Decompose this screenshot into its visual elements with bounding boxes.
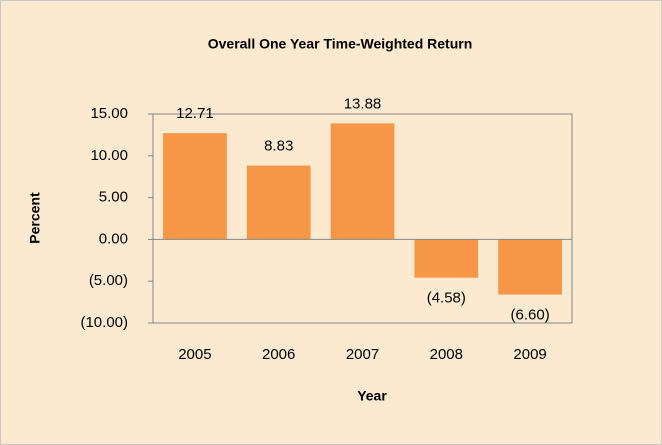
bar	[330, 123, 395, 240]
value-label: (4.58)	[427, 290, 466, 307]
bar	[163, 133, 227, 240]
value-label: (6.60)	[511, 307, 550, 324]
y-tick-label: (5.00)	[89, 272, 128, 289]
x-tick-label: 2007	[346, 346, 379, 363]
value-label: 12.71	[176, 105, 214, 122]
y-axis-label: Percent	[27, 192, 43, 244]
bar	[246, 165, 311, 240]
chart-title: Overall One Year Time-Weighted Return	[208, 36, 473, 52]
y-tick-label: 10.00	[90, 147, 128, 164]
value-label: 13.88	[344, 95, 382, 112]
bar	[498, 239, 562, 295]
value-label: 8.83	[264, 138, 293, 155]
x-tick-label: 2005	[178, 346, 211, 363]
x-tick-label: 2006	[262, 346, 295, 363]
x-tick-label: 2008	[430, 346, 463, 363]
y-tick-label: 0.00	[99, 230, 128, 247]
y-tick-label: 5.00	[99, 189, 128, 206]
bar	[414, 239, 479, 278]
y-tick-label: 15.00	[90, 105, 128, 122]
y-tick-label: (10.00)	[80, 314, 128, 331]
x-tick-label: 2009	[513, 346, 546, 363]
x-axis-label: Year	[357, 388, 387, 404]
plot-area	[152, 113, 573, 324]
